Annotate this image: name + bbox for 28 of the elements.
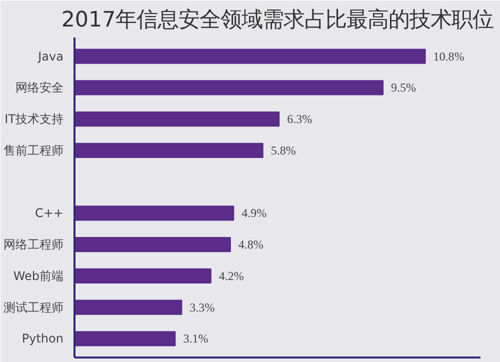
bar: [74, 112, 280, 127]
bar: [74, 142, 264, 158]
bar: [74, 237, 231, 252]
data-label: 3.1%: [183, 332, 208, 346]
y-tick-label: 网络工程师: [4, 238, 64, 252]
bar: [74, 331, 176, 346]
y-tick-label: 测试工程师: [4, 300, 64, 314]
y-tick-label: 网络安全: [16, 80, 64, 95]
bar: [74, 80, 384, 96]
y-tick-label: Java: [37, 49, 64, 64]
chart-title: 2017年信息安全领域需求占比最高的技术职位: [61, 8, 494, 32]
y-tick-label: 售前工程师: [4, 143, 64, 158]
bar: [74, 48, 426, 64]
data-label: 4.2%: [218, 268, 244, 283]
data-label: 5.8%: [270, 143, 296, 158]
data-label: 4.9%: [242, 206, 267, 220]
bar: [74, 300, 182, 315]
data-label: 9.5%: [391, 80, 416, 95]
data-label: 4.8%: [238, 238, 264, 252]
bar: [74, 206, 234, 221]
data-label: 3.3%: [190, 300, 215, 314]
bar: [74, 268, 212, 284]
y-tick-label: Python: [22, 332, 64, 346]
y-tick-label: IT技术支持: [4, 112, 64, 126]
data-label: 10.8%: [433, 49, 464, 64]
y-tick-label: C++: [35, 206, 64, 220]
y-tick-label: Web前端: [13, 268, 64, 283]
data-label: 6.3%: [287, 112, 312, 126]
